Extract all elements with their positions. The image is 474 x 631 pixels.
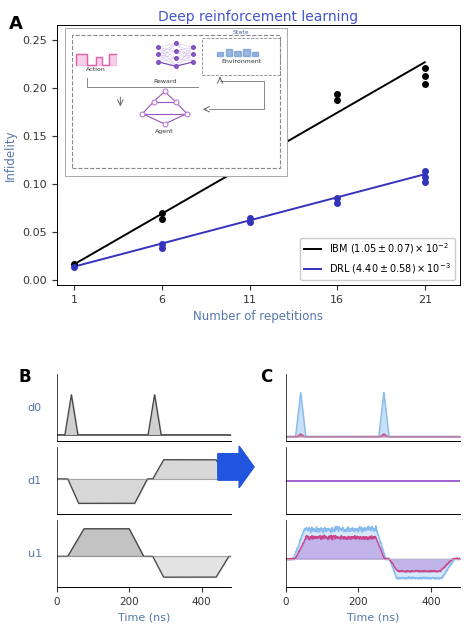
Point: [333, 193, 341, 203]
Point: [71, 259, 78, 269]
Point: [158, 215, 166, 225]
FancyArrow shape: [218, 446, 254, 488]
Text: B: B: [18, 368, 31, 386]
Point: [158, 208, 166, 218]
X-axis label: Time (ns): Time (ns): [118, 612, 170, 622]
Y-axis label: Infidelity: Infidelity: [4, 129, 17, 181]
Point: [71, 261, 78, 271]
X-axis label: Time (ns): Time (ns): [347, 612, 399, 622]
Point: [158, 243, 166, 253]
Legend: IBM $(1.05 \pm 0.07) \times 10^{-2}$, DRL $(4.40 \pm 0.58) \times 10^{-3}$: IBM $(1.05 \pm 0.07) \times 10^{-2}$, DR…: [300, 238, 455, 280]
Point: [421, 79, 428, 89]
Point: [421, 71, 428, 81]
Point: [333, 198, 341, 208]
Point: [421, 167, 428, 177]
Point: [421, 172, 428, 182]
Point: [333, 90, 341, 100]
Point: [333, 95, 341, 105]
Point: [246, 213, 254, 223]
Point: [246, 217, 254, 227]
Text: A: A: [9, 15, 22, 33]
Point: [421, 64, 428, 74]
Y-axis label: d1: d1: [27, 476, 42, 486]
Y-axis label: d0: d0: [27, 403, 42, 413]
Point: [246, 154, 254, 164]
Y-axis label: u1: u1: [27, 548, 42, 558]
Point: [158, 239, 166, 249]
Point: [246, 162, 254, 172]
Title: Deep reinforcement learning: Deep reinforcement learning: [158, 10, 358, 24]
Point: [421, 177, 428, 187]
Text: C: C: [260, 368, 273, 386]
X-axis label: Number of repetitions: Number of repetitions: [193, 310, 323, 323]
